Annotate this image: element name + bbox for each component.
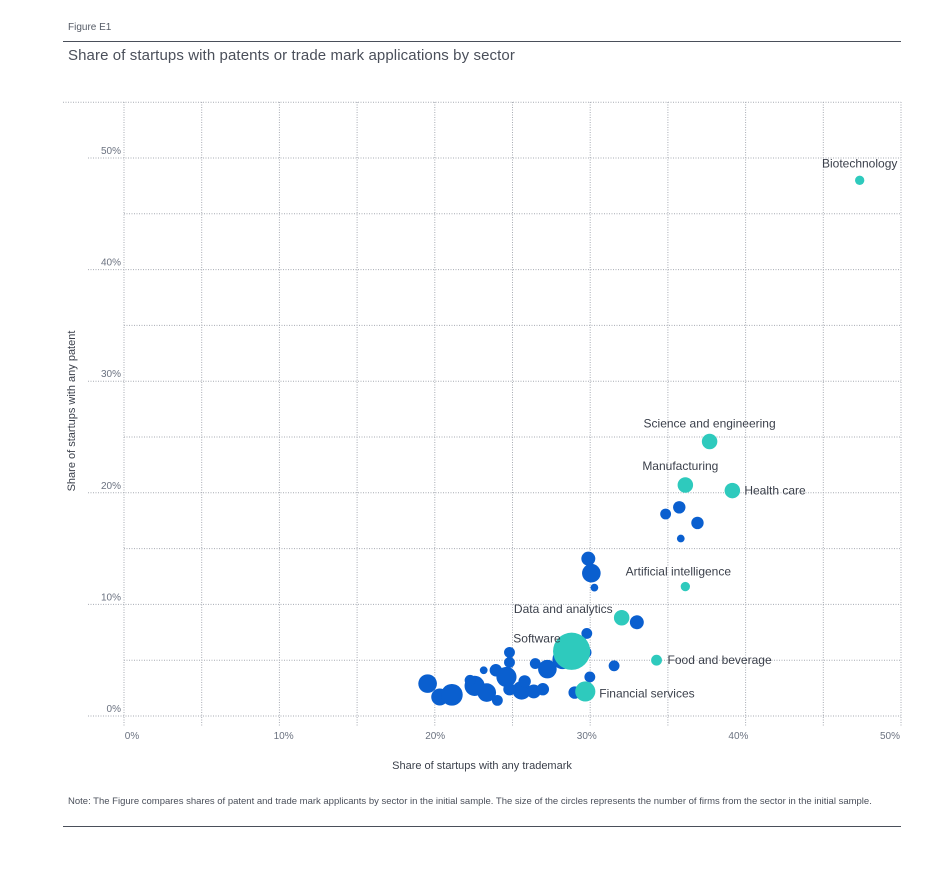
labeled-sector-points — [553, 175, 865, 702]
sector-label: Health care — [744, 484, 806, 498]
sector-point-highlighted — [651, 654, 662, 666]
sector-point — [676, 534, 685, 543]
y-tick-label: 50% — [101, 146, 121, 157]
sector-label: Artificial intelligence — [626, 565, 732, 579]
sector-point — [518, 675, 531, 688]
sector-point-highlighted — [724, 482, 741, 499]
sector-label: Food and beverage — [668, 653, 772, 667]
sector-label: Biotechnology — [822, 156, 897, 170]
sector-point — [496, 666, 517, 688]
sector-label: Software — [513, 631, 561, 645]
sector-point — [608, 660, 620, 672]
sector-point — [503, 683, 516, 696]
x-tick-labels: 0% 10% 20% 30% 40% 50% — [125, 731, 900, 742]
top-rule — [63, 41, 901, 42]
sector-point — [504, 657, 515, 668]
sector-point — [504, 646, 515, 658]
sector-point — [538, 659, 557, 679]
sector-label: Financial services — [599, 686, 694, 700]
sector-point — [584, 671, 596, 683]
bottom-rule — [63, 826, 901, 827]
sector-point — [418, 674, 437, 693]
sector-point — [660, 508, 672, 520]
y-tick-labels: 0% 10% 20% 30% 40% 50% — [101, 146, 121, 715]
sector-point-highlighted — [553, 632, 591, 670]
sector-point-highlighted — [677, 477, 694, 493]
x-tick-label: 40% — [728, 731, 748, 742]
sector-point — [536, 683, 550, 696]
figure-note: Note: The Figure compares shares of pate… — [68, 796, 872, 807]
x-tick-label: 20% — [425, 731, 445, 742]
sector-point — [491, 694, 503, 706]
y-tick-label: 10% — [101, 592, 121, 603]
sector-point — [590, 583, 599, 592]
sector-label: Data and analytics — [514, 602, 613, 616]
sector-labels: Biotechnology Science and engineering Manu… — [513, 156, 897, 700]
x-tick-label: 30% — [577, 731, 597, 742]
gridlines — [63, 101, 902, 726]
x-tick-label: 10% — [274, 731, 294, 742]
sector-point — [464, 674, 476, 686]
sector-point — [529, 658, 541, 669]
sector-label: Science and engineering — [644, 416, 776, 430]
x-tick-label: 0% — [125, 731, 140, 742]
sector-point — [582, 563, 601, 583]
x-axis-title: Share of startups with any trademark — [392, 760, 572, 772]
x-tick-label: 50% — [880, 731, 900, 742]
sector-point-highlighted — [701, 433, 718, 450]
y-tick-label: 30% — [101, 369, 121, 380]
sector-point-highlighted — [613, 610, 630, 626]
y-tick-label: 40% — [101, 258, 121, 269]
sector-label: Manufacturing — [642, 459, 718, 473]
sector-point-highlighted — [575, 681, 596, 702]
sector-point — [581, 551, 596, 566]
sector-point — [479, 666, 488, 675]
sector-point — [673, 501, 686, 514]
y-axis-title: Share of startups with any patent — [66, 331, 78, 492]
chart-title: Share of startups with patents or trade … — [68, 47, 515, 64]
y-tick-label: 0% — [107, 704, 122, 715]
sector-point — [441, 683, 463, 706]
sector-point — [691, 516, 704, 530]
sector-point — [629, 615, 644, 630]
y-tick-label: 20% — [101, 481, 121, 492]
sector-point-highlighted — [855, 175, 865, 185]
figure-label: Figure E1 — [68, 22, 112, 33]
sector-point-highlighted — [680, 581, 690, 592]
sector-point — [581, 627, 593, 639]
sector-point — [477, 683, 497, 702]
